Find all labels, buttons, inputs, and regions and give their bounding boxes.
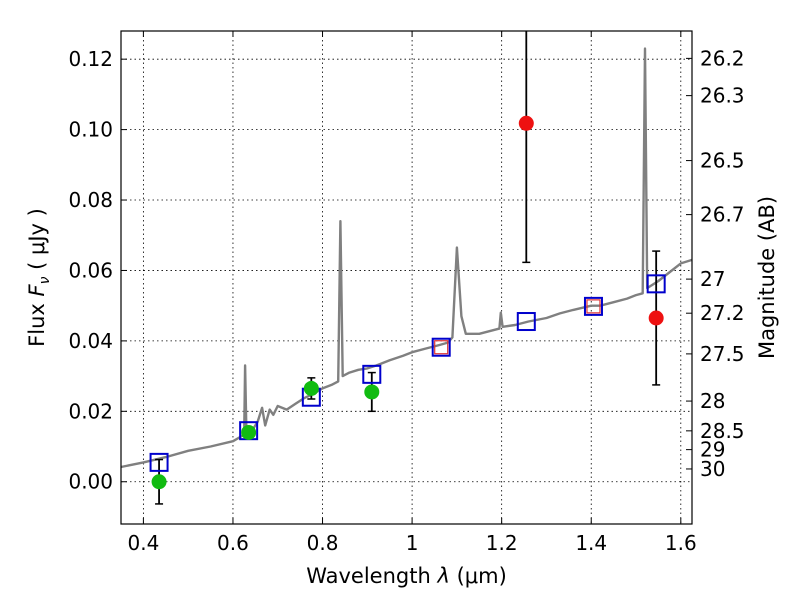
data-markers bbox=[149, 115, 666, 490]
x-axis-label-text: Wavelength bbox=[306, 564, 437, 588]
y-axis-label: Flux Fν ( μJy ) bbox=[25, 208, 53, 347]
y-axis-label-unit: ( μJy ) bbox=[25, 208, 49, 276]
photometry-dot-marker bbox=[241, 424, 257, 440]
right-axis-label: Magnitude (AB) bbox=[755, 196, 779, 359]
right-tick-label: 27.5 bbox=[700, 342, 745, 366]
photometry-square-marker bbox=[431, 337, 451, 357]
photometry-square-marker bbox=[362, 364, 382, 384]
x-axis-label: Wavelength λ (μm) bbox=[306, 564, 507, 588]
photometry-square-marker bbox=[149, 452, 169, 472]
photometry-dot-marker bbox=[518, 115, 534, 131]
spectrum-line bbox=[120, 47, 693, 469]
y-axis-label-symbol: F bbox=[25, 284, 49, 297]
right-tick-label: 27 bbox=[700, 267, 725, 291]
photometry-square-marker bbox=[583, 296, 603, 316]
y-tick-label: 0.06 bbox=[68, 258, 113, 282]
x-tick-label: 1.2 bbox=[486, 531, 518, 555]
y-tick-label: 0.04 bbox=[68, 329, 113, 353]
right-tick-label: 30 bbox=[700, 457, 725, 481]
photometry-square-marker bbox=[586, 299, 601, 314]
right-tick-label: 26.5 bbox=[700, 149, 745, 173]
photometry-dot-marker bbox=[303, 380, 319, 396]
x-tick-label: 1 bbox=[406, 531, 419, 555]
y-tick-label: 0.08 bbox=[68, 188, 113, 212]
right-tick-label: 29 bbox=[700, 438, 725, 462]
x-tick-label: 0.6 bbox=[217, 531, 249, 555]
axis-ticks: 0.4 0.6 0.8 1 1.2 1.4 1.6 0.00 0.02 0.04 0.06 0.08 0… bbox=[68, 31, 745, 555]
right-tick-label: 26.3 bbox=[700, 84, 745, 108]
photometry-square-marker bbox=[516, 312, 536, 332]
x-tick-label: 0.4 bbox=[127, 531, 159, 555]
x-axis-label-unit: (μm) bbox=[450, 564, 507, 588]
y-tick-label: 0.02 bbox=[68, 399, 113, 423]
right-tick-label: 26.7 bbox=[700, 203, 745, 227]
y-axis-label-text: Flux bbox=[25, 297, 49, 347]
y-tick-label: 0.00 bbox=[68, 470, 113, 494]
x-tick-label: 1.6 bbox=[665, 531, 697, 555]
plot-frame bbox=[120, 30, 693, 525]
y-tick-label: 0.10 bbox=[68, 118, 113, 142]
right-tick-label: 28 bbox=[700, 389, 725, 413]
x-tick-label: 0.8 bbox=[307, 531, 339, 555]
model-spectrum bbox=[120, 47, 693, 469]
grid bbox=[121, 31, 692, 524]
right-tick-label: 27.2 bbox=[700, 301, 745, 325]
y-axis-label-subscript: ν bbox=[37, 276, 53, 284]
right-tick-label: 26.2 bbox=[700, 46, 745, 70]
photometry-dot-marker bbox=[364, 384, 380, 400]
right-tick-label: 28.5 bbox=[700, 419, 745, 443]
photometry-dot-marker bbox=[648, 310, 664, 326]
y-tick-label: 0.12 bbox=[68, 47, 113, 71]
photometry-square-marker bbox=[434, 340, 449, 355]
x-axis-label-symbol: λ bbox=[436, 564, 449, 588]
photometry-dot-marker bbox=[151, 474, 167, 490]
photometry-square-marker bbox=[646, 274, 666, 294]
x-tick-label: 1.4 bbox=[575, 531, 607, 555]
error-bars bbox=[155, 31, 661, 505]
